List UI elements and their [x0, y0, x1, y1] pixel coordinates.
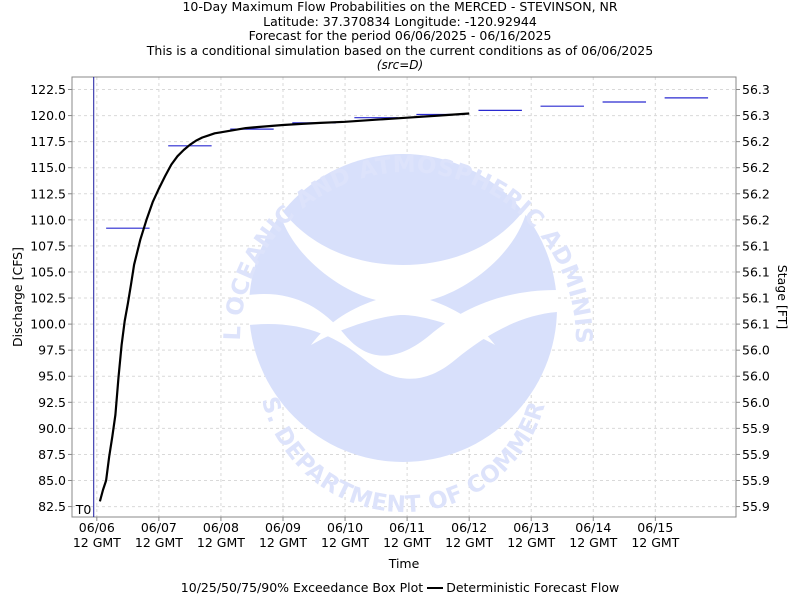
y2-tick-label: 56.0 — [742, 369, 770, 384]
legend-boxplot-label: 10/25/50/75/90% Exceedance Box Plot — [180, 580, 424, 595]
y-tick-label: 117.5 — [30, 134, 66, 149]
y-tick-label: 115.0 — [30, 160, 66, 175]
x-tick-label-line: 06/12 — [451, 520, 487, 535]
y2-tick-label: 56.1 — [742, 238, 770, 253]
chart-legend: 10/25/50/75/90% Exceedance Box Plot Deter… — [0, 580, 800, 595]
y2-tick-label: 56.1 — [742, 317, 770, 332]
y-tick-label: 110.0 — [30, 212, 66, 227]
x-tick-label-line: 12 GMT — [569, 535, 617, 550]
y-tick-label: 90.0 — [38, 421, 66, 436]
x-tick-label: 06/13 12 GMT — [507, 520, 555, 550]
x-tick-label: 06/14 12 GMT — [569, 520, 617, 550]
y-axis-right: 55.9 55.9 55.9 55.9 56.0 56.0 56.0 56.1 56.1 56.1… — [736, 82, 770, 514]
x-tick-label-line: 06/06 — [79, 520, 115, 535]
chart-header: 10-Day Maximum Flow Probabilities on the… — [0, 0, 800, 73]
y-tick-label: 100.0 — [30, 317, 66, 332]
plot-marks — [93, 77, 709, 517]
x-tick-label-line: 06/15 — [637, 520, 673, 535]
y2-tick-label: 55.9 — [742, 421, 770, 436]
y2-tick-label: 55.9 — [742, 447, 770, 462]
y-tick-label: 120.0 — [30, 108, 66, 123]
y-axis-left: 82.5 85.0 87.5 90.0 92.5 95.0 97.5 100.0 102.5 10… — [30, 82, 72, 514]
y2-tick-label: 55.9 — [742, 499, 770, 514]
x-tick-label: 06/06 12 GMT — [73, 520, 121, 550]
legend-line-label: Deterministic Forecast Flow — [446, 580, 620, 595]
plot-frame — [71, 76, 737, 518]
x-tick-label-line: 06/13 — [513, 520, 549, 535]
simulation-note: This is a conditional simulation based o… — [146, 42, 654, 58]
y-tick-label: 92.5 — [38, 395, 66, 410]
y2-tick-label: 56.1 — [742, 291, 770, 306]
x-tick-label: 06/11 12 GMT — [383, 520, 431, 550]
y2-tick-label: 56.3 — [742, 82, 770, 97]
x-tick-label-line: 12 GMT — [135, 535, 183, 550]
x-tick-label-line: 12 GMT — [631, 535, 679, 550]
station-location: Latitude: 37.370834 Longitude: -120.9294… — [263, 13, 537, 29]
x-tick-label-line: 06/10 — [327, 520, 363, 535]
x-tick-label-line: 06/14 — [575, 520, 611, 535]
x-tick-label-line: 12 GMT — [73, 535, 121, 550]
t0-label: T0 — [75, 502, 92, 517]
x-tick-label: 06/15 12 GMT — [631, 520, 679, 550]
y-tick-label: 112.5 — [30, 186, 66, 201]
x-tick-label: 06/08 12 GMT — [197, 520, 245, 550]
y2-tick-label: 55.9 — [742, 473, 770, 488]
x-tick-label-line: 06/08 — [203, 520, 239, 535]
y-tick-label: 107.5 — [30, 238, 66, 253]
x-tick-label-line: 12 GMT — [197, 535, 245, 550]
y-tick-label: 95.0 — [38, 369, 66, 384]
y2-tick-label: 56.3 — [742, 108, 770, 123]
y2-tick-label: 56.0 — [742, 395, 770, 410]
x-tick-label: 06/07 12 GMT — [135, 520, 183, 550]
noaa-logo-text: NOAA — [322, 200, 480, 256]
y-axis-label: Discharge [CFS] — [10, 247, 25, 347]
x-tick-label-line: 12 GMT — [383, 535, 431, 550]
x-axis-label: Time — [388, 556, 420, 571]
x-tick-label-line: 12 GMT — [445, 535, 493, 550]
x-tick-label: 06/12 12 GMT — [445, 520, 493, 550]
forecast-flow-line — [98, 112, 470, 502]
y-tick-label: 82.5 — [38, 499, 66, 514]
chart-title: 10-Day Maximum Flow Probabilities on the… — [182, 0, 618, 14]
source-label: (src=D) — [376, 58, 424, 73]
noaa-logo-wave — [249, 290, 557, 379]
y-tick-label: 105.0 — [30, 264, 66, 279]
y2-axis-label: Stage [FT] — [775, 265, 790, 329]
y-tick-label: 102.5 — [30, 291, 66, 306]
y-tick-label: 85.0 — [38, 473, 66, 488]
x-tick-label-line: 06/09 — [265, 520, 301, 535]
x-tick-label-line: 06/07 — [141, 520, 177, 535]
x-tick-label: 06/09 12 GMT — [259, 520, 307, 550]
y2-tick-label: 56.0 — [742, 343, 770, 358]
legend-line-swatch — [427, 586, 444, 589]
y2-tick-label: 56.2 — [742, 134, 770, 149]
y2-tick-label: 56.2 — [742, 160, 770, 175]
noaa-logo-bird — [278, 205, 528, 345]
x-tick-label-line: 06/11 — [389, 520, 425, 535]
y-tick-label: 122.5 — [30, 82, 66, 97]
x-tick-label: 06/10 12 GMT — [321, 520, 369, 550]
y-tick-label: 87.5 — [38, 447, 66, 462]
forecast-period: Forecast for the period 06/06/2025 - 06/… — [248, 28, 552, 44]
y2-tick-label: 56.2 — [742, 212, 770, 227]
x-tick-label-line: 12 GMT — [507, 535, 555, 550]
y-tick-label: 97.5 — [38, 343, 66, 358]
x-tick-label-line: 12 GMT — [321, 535, 369, 550]
y2-tick-label: 56.2 — [742, 186, 770, 201]
y2-tick-label: 56.1 — [742, 264, 770, 279]
x-tick-label-line: 12 GMT — [259, 535, 307, 550]
